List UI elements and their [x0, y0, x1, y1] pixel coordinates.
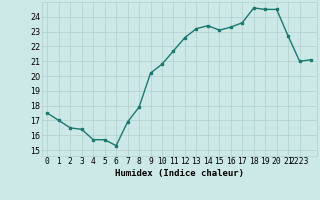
X-axis label: Humidex (Indice chaleur): Humidex (Indice chaleur): [115, 169, 244, 178]
